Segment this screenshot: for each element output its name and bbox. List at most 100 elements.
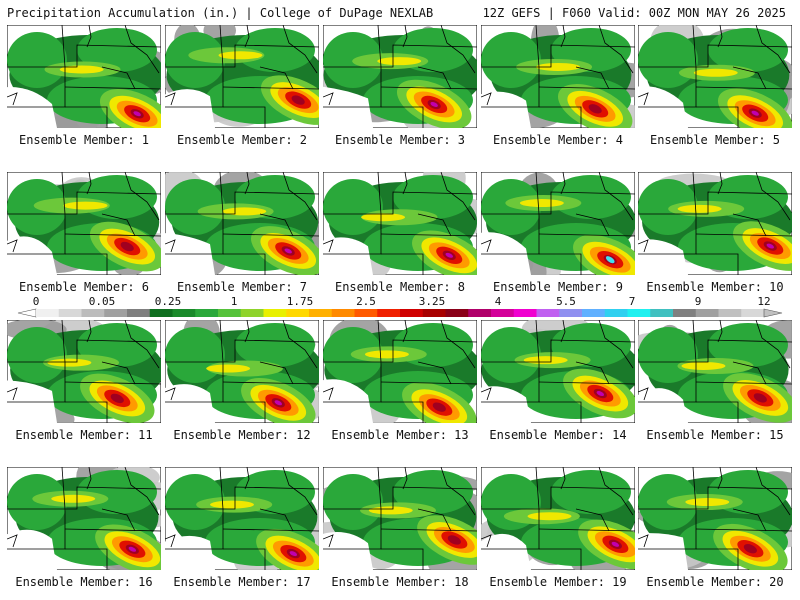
colorbar-swatch (536, 309, 560, 317)
colorbar-tick-label: 0.05 (89, 295, 116, 308)
colorbar-swatch (218, 309, 242, 317)
state-borders (165, 172, 319, 275)
precip-map-svg (323, 25, 477, 128)
colorbar-right-arrow (763, 308, 783, 318)
colorbar-swatch (650, 309, 674, 317)
precip-map-svg (165, 320, 319, 423)
precip-map-svg (165, 172, 319, 275)
member-map-11 (7, 320, 161, 423)
member-map-12 (165, 320, 319, 423)
colorbar-swatch (286, 309, 310, 317)
colorbar-swatch (468, 309, 492, 317)
precip-map-svg (165, 25, 319, 128)
member-map-15 (638, 320, 792, 423)
member-map-13 (323, 320, 477, 423)
member-label: Ensemble Member: 6 (18, 280, 150, 294)
member-map-19 (481, 467, 635, 570)
state-borders (165, 467, 319, 570)
colorbar-tick-label: 12 (757, 295, 770, 308)
state-borders (165, 25, 319, 128)
state-borders (7, 320, 161, 423)
colorbar-tick-label: 3.25 (419, 295, 446, 308)
colorbar-swatch (513, 309, 537, 317)
colorbar-swatch (445, 309, 469, 317)
colorbar-swatch (582, 309, 606, 317)
colorbar-swatch (240, 309, 264, 317)
precip-map-svg (323, 467, 477, 570)
state-borders (7, 467, 161, 570)
colorbar-swatch (36, 309, 60, 317)
precip-map-svg (165, 467, 319, 570)
member-label: Ensemble Member: 13 (331, 428, 469, 442)
precip-map-svg (481, 25, 635, 128)
member-label: Ensemble Member: 10 (646, 280, 784, 294)
colorbar-swatch (695, 309, 719, 317)
member-map-10 (638, 172, 792, 275)
member-map-18 (323, 467, 477, 570)
colorbar-swatch (195, 309, 219, 317)
member-map-8 (323, 172, 477, 275)
precip-map-svg (481, 467, 635, 570)
member-map-1 (7, 25, 161, 128)
colorbar-swatch (331, 309, 355, 317)
member-map-3 (323, 25, 477, 128)
colorbar-swatch (172, 309, 196, 317)
state-borders (481, 25, 635, 128)
member-label: Ensemble Member: 16 (15, 575, 153, 589)
member-map-17 (165, 467, 319, 570)
member-label: Ensemble Member: 3 (334, 133, 466, 147)
colorbar-tick-label: 0 (33, 295, 40, 308)
state-borders (323, 172, 477, 275)
colorbar-swatch (718, 309, 742, 317)
member-label: Ensemble Member: 15 (646, 428, 784, 442)
member-label: Ensemble Member: 14 (489, 428, 627, 442)
state-borders (481, 320, 635, 423)
precip-map-svg (7, 467, 161, 570)
state-borders (481, 467, 635, 570)
colorbar-swatch (354, 309, 378, 317)
precip-map-svg (638, 320, 792, 423)
precip-map-svg (638, 25, 792, 128)
colorbar-tick-label: 1 (231, 295, 238, 308)
state-borders (7, 172, 161, 275)
member-label: Ensemble Member: 12 (173, 428, 311, 442)
header-title: Precipitation Accumulation (in.) | Colle… (7, 6, 434, 20)
colorbar-swatch (559, 309, 583, 317)
colorbar-svg: 0 0.05 0.25 1 1.75 2.5 3.25 4 5.5 7 9 12 (17, 295, 783, 318)
state-borders (323, 320, 477, 423)
colorbar-swatch (400, 309, 424, 317)
member-map-5 (638, 25, 792, 128)
colorbar-swatch (377, 309, 401, 317)
member-label: Ensemble Member: 2 (176, 133, 308, 147)
member-label: Ensemble Member: 19 (489, 575, 627, 589)
member-label: Ensemble Member: 9 (492, 280, 624, 294)
colorbar-swatch (81, 309, 105, 317)
member-map-2 (165, 25, 319, 128)
member-map-16 (7, 467, 161, 570)
precip-map-svg (323, 320, 477, 423)
member-label: Ensemble Member: 1 (18, 133, 150, 147)
member-map-20 (638, 467, 792, 570)
colorbar-tick-label: 9 (695, 295, 702, 308)
colorbar-swatch (604, 309, 628, 317)
member-map-4 (481, 25, 635, 128)
colorbar-swatch (422, 309, 446, 317)
member-map-6 (7, 172, 161, 275)
precip-map-svg (638, 172, 792, 275)
colorbar-swatch (149, 309, 173, 317)
member-map-14 (481, 320, 635, 423)
state-borders (638, 467, 792, 570)
precip-map-svg (638, 467, 792, 570)
precip-map-svg (7, 172, 161, 275)
colorbar-tick-label: 2.5 (356, 295, 376, 308)
colorbar-tick-label: 7 (629, 295, 636, 308)
precip-map-svg (323, 172, 477, 275)
precip-map-svg (7, 320, 161, 423)
member-label: Ensemble Member: 8 (334, 280, 466, 294)
member-label: Ensemble Member: 5 (649, 133, 781, 147)
state-borders (638, 25, 792, 128)
member-map-7 (165, 172, 319, 275)
colorbar-tick-label: 0.25 (155, 295, 182, 308)
member-label: Ensemble Member: 11 (15, 428, 153, 442)
colorbar-swatch (263, 309, 287, 317)
